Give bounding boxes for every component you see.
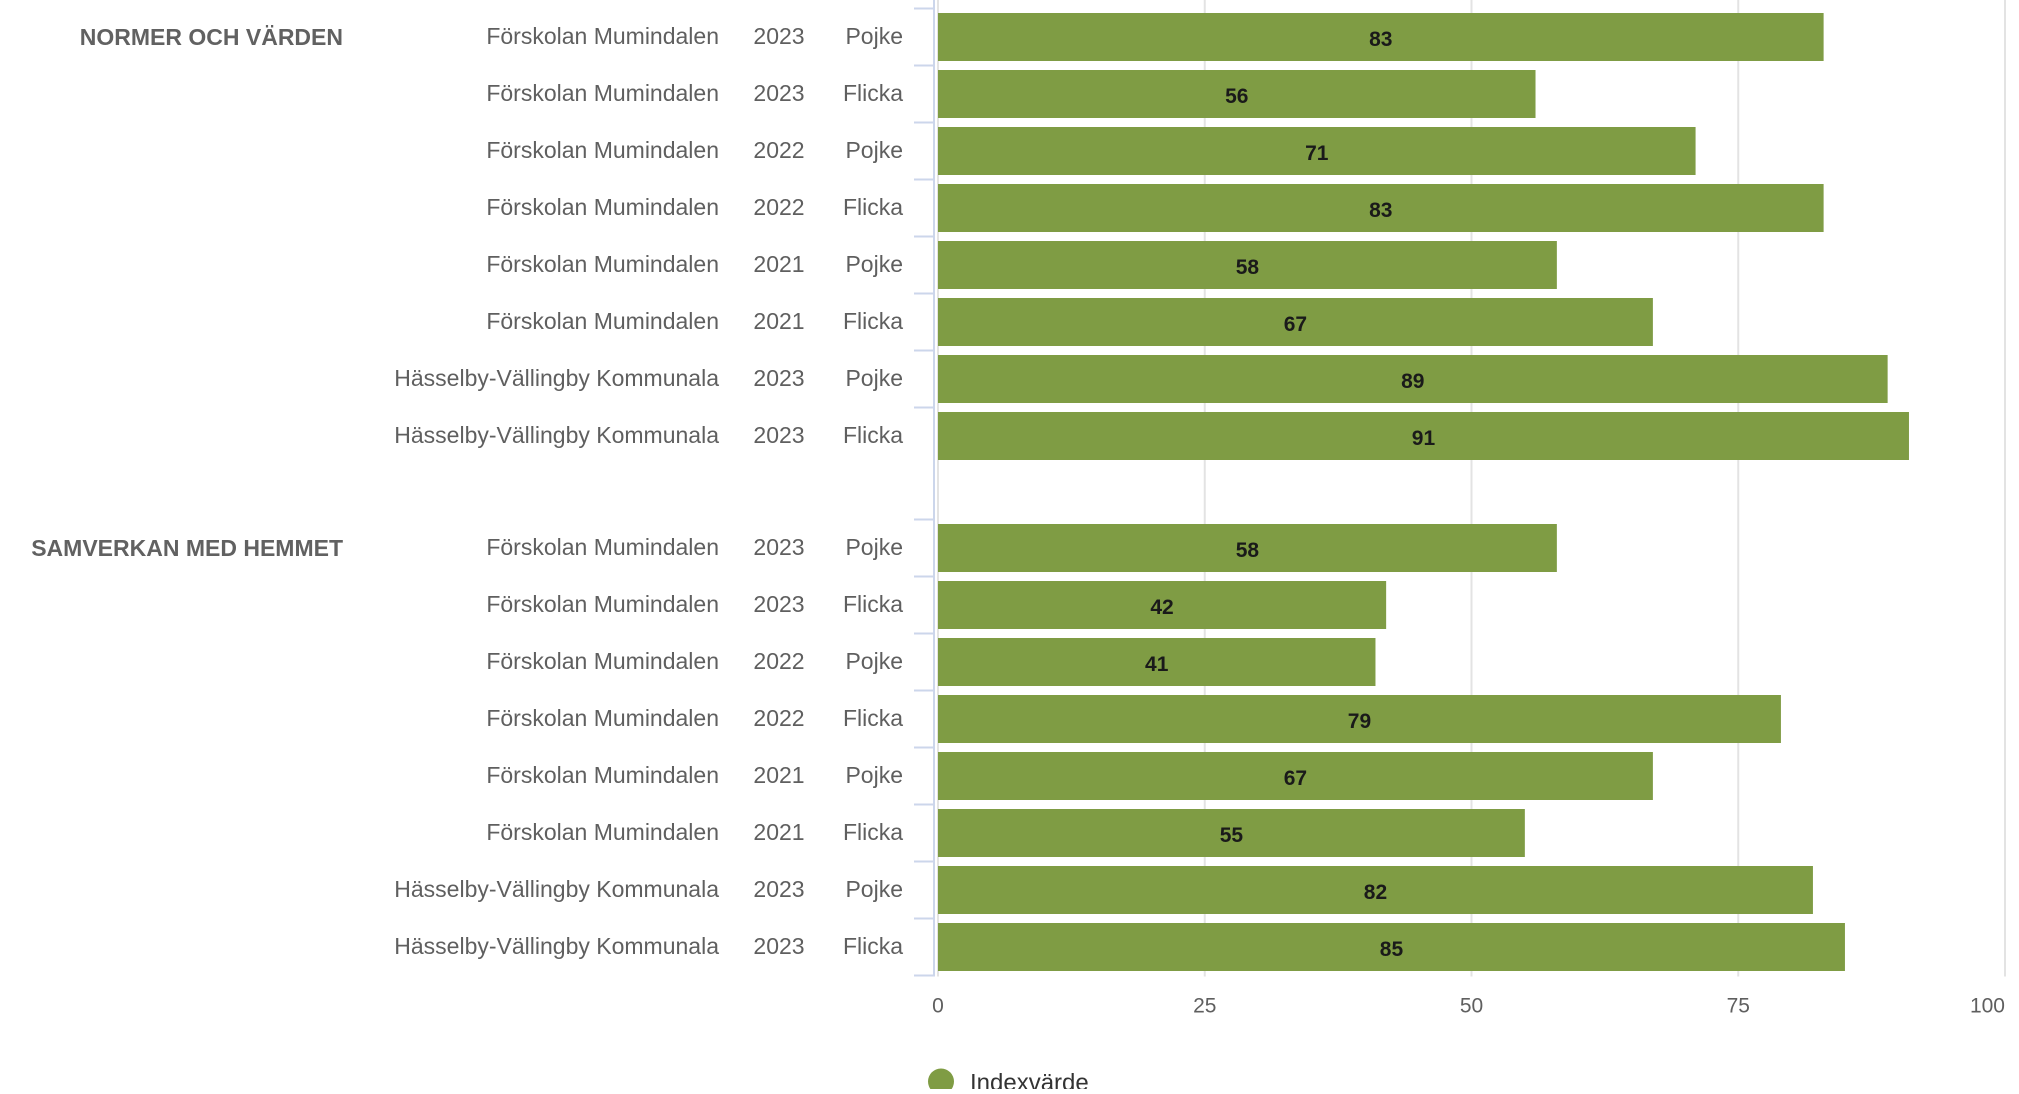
category-unit-label: Förskolan Mumindalen bbox=[486, 23, 719, 49]
category-year-label: 2023 bbox=[753, 534, 804, 560]
category-year-label: 2023 bbox=[753, 23, 804, 49]
data-label: 58 bbox=[1236, 256, 1260, 279]
category-year-label: 2023 bbox=[753, 80, 804, 106]
category-unit-label: Förskolan Mumindalen bbox=[486, 308, 719, 334]
category-gender-label: Flicka bbox=[843, 308, 903, 334]
bar bbox=[938, 923, 1845, 971]
group-label: NORMER OCH VÄRDEN bbox=[80, 24, 343, 50]
category-gender-label: Pojke bbox=[845, 876, 903, 902]
data-label: 83 bbox=[1369, 199, 1392, 222]
data-label: 56 bbox=[1225, 85, 1248, 108]
category-gender-label: Flicka bbox=[843, 80, 903, 106]
bar bbox=[938, 70, 1536, 118]
bar bbox=[938, 866, 1813, 914]
category-unit-label: Förskolan Mumindalen bbox=[486, 194, 719, 220]
x-tick-label: 75 bbox=[1727, 995, 1750, 1018]
category-unit-label: Hässelby-Vällingby Kommunala bbox=[394, 365, 719, 391]
category-gender-label: Pojke bbox=[845, 251, 903, 277]
group-label: SAMVERKAN MED HEMMET bbox=[31, 535, 343, 561]
bar bbox=[938, 581, 1387, 629]
data-label: 71 bbox=[1305, 142, 1329, 165]
bar bbox=[938, 127, 1696, 175]
bar bbox=[938, 695, 1781, 743]
data-label: 67 bbox=[1284, 313, 1307, 336]
bar bbox=[938, 752, 1653, 800]
category-unit-label: Hässelby-Vällingby Kommunala bbox=[394, 422, 719, 448]
category-gender-label: Pojke bbox=[845, 365, 903, 391]
data-label: 55 bbox=[1220, 824, 1244, 847]
category-unit-label: Förskolan Mumindalen bbox=[486, 137, 719, 163]
bar bbox=[938, 355, 1888, 403]
category-gender-label: Pojke bbox=[845, 534, 903, 560]
category-year-label: 2022 bbox=[753, 648, 804, 674]
category-gender-label: Flicka bbox=[843, 933, 903, 959]
category-year-label: 2023 bbox=[753, 591, 804, 617]
category-year-label: 2022 bbox=[753, 137, 804, 163]
category-gender-label: Flicka bbox=[843, 819, 903, 845]
x-tick-label: 0 bbox=[932, 995, 944, 1018]
category-unit-label: Förskolan Mumindalen bbox=[486, 80, 719, 106]
bar bbox=[938, 638, 1376, 686]
data-label: 83 bbox=[1369, 28, 1392, 51]
category-unit-label: Förskolan Mumindalen bbox=[486, 534, 719, 560]
category-year-label: 2022 bbox=[753, 194, 804, 220]
x-tick-label: 25 bbox=[1193, 995, 1216, 1018]
bar bbox=[938, 809, 1525, 857]
category-year-label: 2021 bbox=[753, 308, 804, 334]
category-unit-label: Förskolan Mumindalen bbox=[486, 648, 719, 674]
category-unit-label: Hässelby-Vällingby Kommunala bbox=[394, 933, 719, 959]
category-year-label: 2023 bbox=[753, 365, 804, 391]
category-gender-label: Pojke bbox=[845, 23, 903, 49]
category-year-label: 2021 bbox=[753, 762, 804, 788]
data-label: 41 bbox=[1145, 653, 1169, 676]
bar bbox=[938, 412, 1909, 460]
category-gender-label: Flicka bbox=[843, 705, 903, 731]
category-gender-label: Flicka bbox=[843, 422, 903, 448]
category-year-label: 2023 bbox=[753, 876, 804, 902]
category-unit-label: Förskolan Mumindalen bbox=[486, 819, 719, 845]
bar bbox=[938, 13, 1824, 61]
category-gender-label: Flicka bbox=[843, 591, 903, 617]
category-unit-label: Förskolan Mumindalen bbox=[486, 591, 719, 617]
x-tick-label: 50 bbox=[1460, 995, 1483, 1018]
data-label: 89 bbox=[1401, 370, 1424, 393]
category-gender-label: Flicka bbox=[843, 194, 903, 220]
category-year-label: 2022 bbox=[753, 705, 804, 731]
category-gender-label: Pojke bbox=[845, 137, 903, 163]
legend-marker bbox=[928, 1068, 954, 1094]
category-year-label: 2023 bbox=[753, 933, 804, 959]
category-gender-label: Pojke bbox=[845, 648, 903, 674]
legend-label: Indexvärde bbox=[970, 1070, 1089, 1090]
data-label: 67 bbox=[1284, 767, 1307, 790]
category-year-label: 2021 bbox=[753, 251, 804, 277]
data-label: 79 bbox=[1348, 710, 1371, 733]
category-unit-label: Förskolan Mumindalen bbox=[486, 762, 719, 788]
data-label: 82 bbox=[1364, 881, 1387, 904]
category-unit-label: Förskolan Mumindalen bbox=[486, 705, 719, 731]
bar bbox=[938, 241, 1557, 289]
category-year-label: 2023 bbox=[753, 422, 804, 448]
bar bbox=[938, 184, 1824, 232]
category-gender-label: Pojke bbox=[845, 762, 903, 788]
bar bbox=[938, 524, 1557, 572]
category-unit-label: Förskolan Mumindalen bbox=[486, 251, 719, 277]
category-unit-label: Hässelby-Vällingby Kommunala bbox=[394, 876, 719, 902]
data-label: 58 bbox=[1236, 539, 1260, 562]
data-label: 91 bbox=[1412, 427, 1436, 450]
x-tick-label: 100 bbox=[1970, 995, 2005, 1018]
bar bbox=[938, 298, 1653, 346]
data-label: 42 bbox=[1150, 596, 1173, 619]
category-year-label: 2021 bbox=[753, 819, 804, 845]
data-label: 85 bbox=[1380, 938, 1404, 961]
